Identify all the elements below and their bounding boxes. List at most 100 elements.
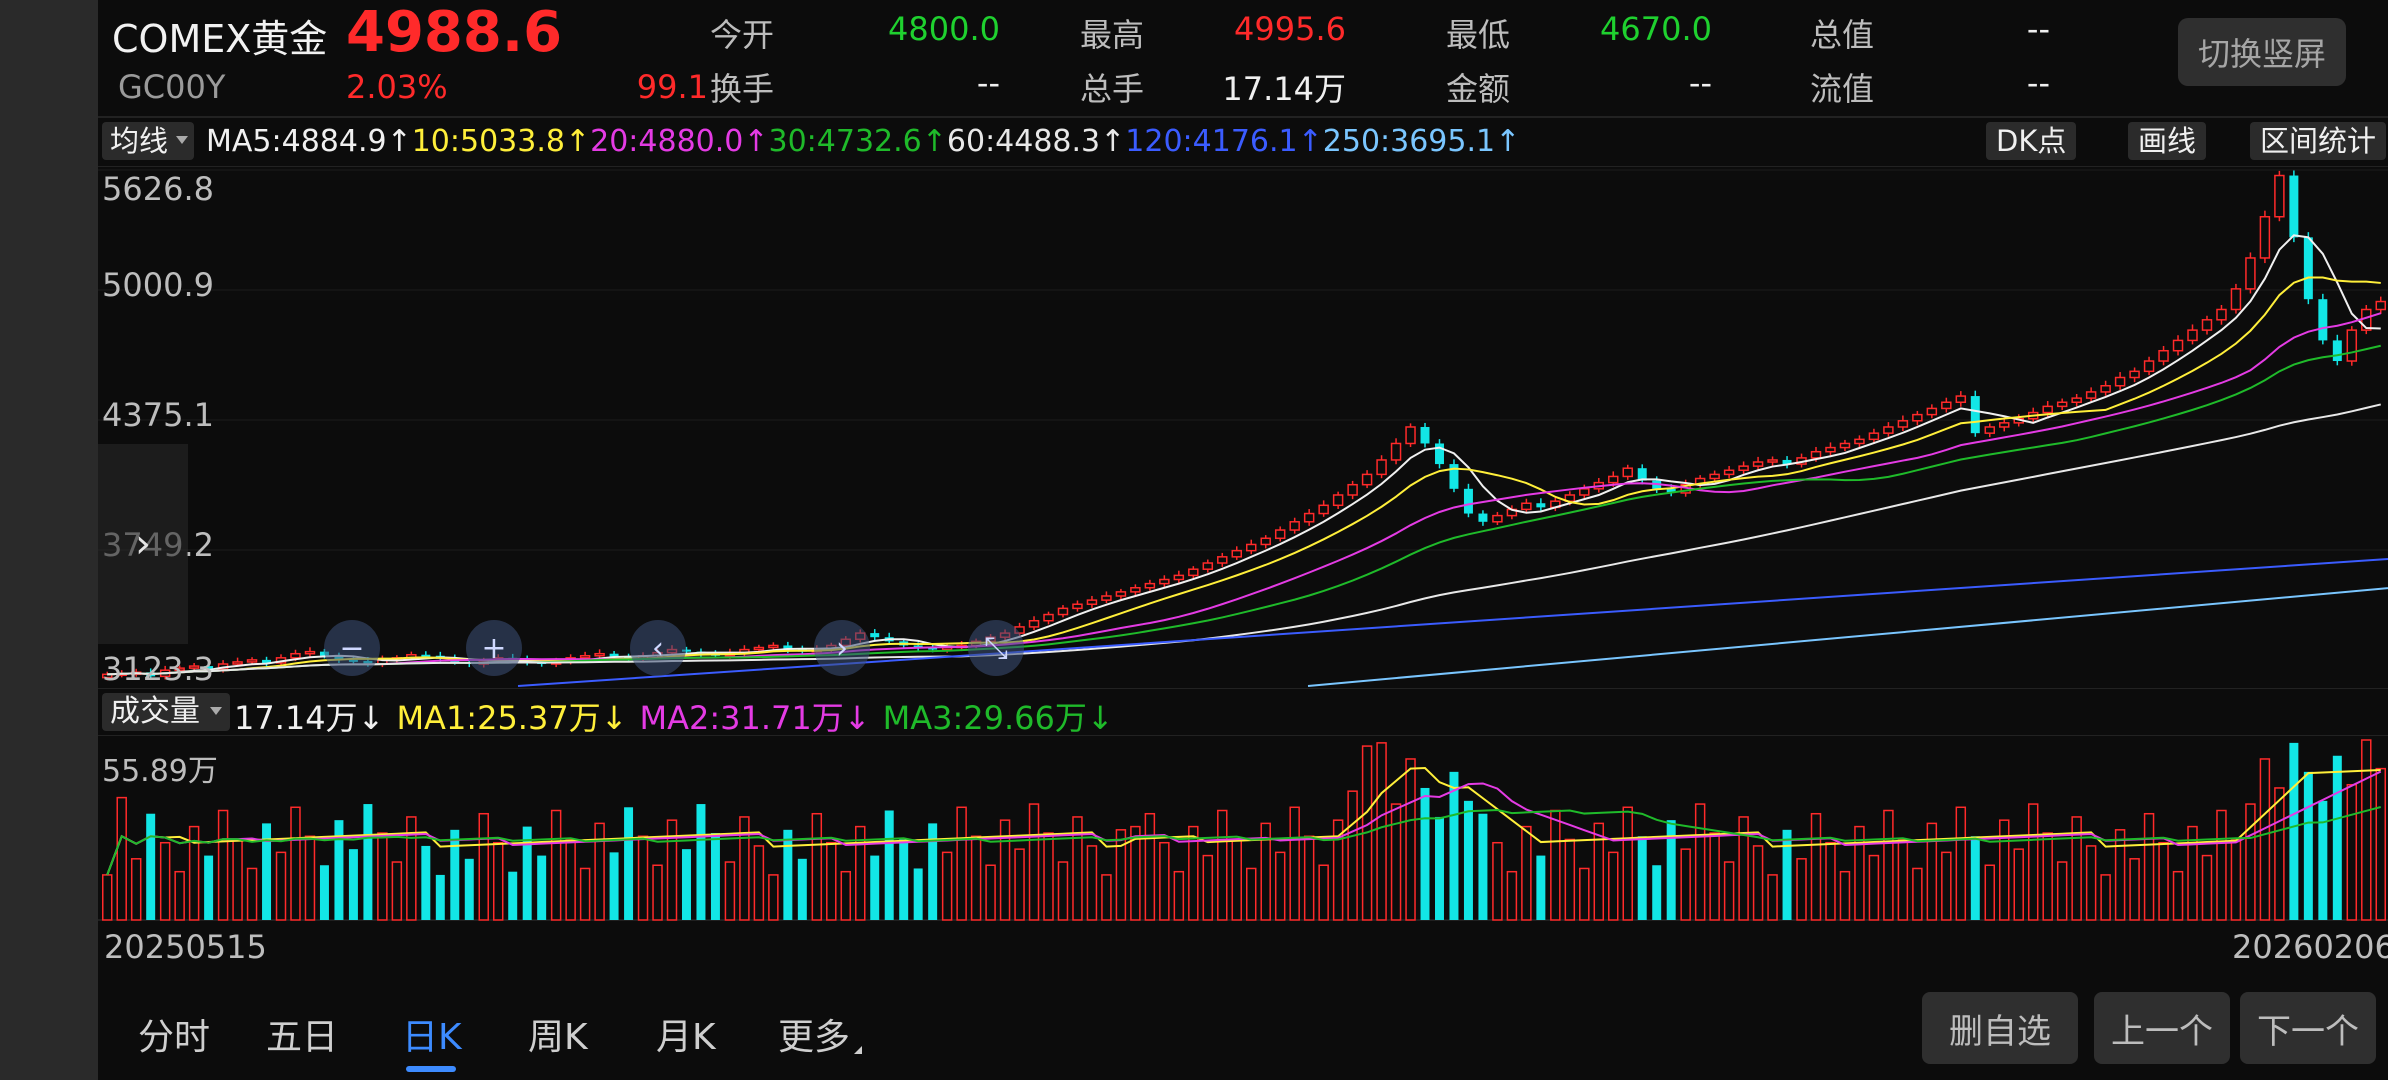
volume-bar [508, 871, 518, 920]
candle [1159, 575, 1170, 588]
volume-bar [2303, 771, 2313, 920]
chevron-left-icon[interactable]: ‹ [630, 620, 686, 676]
stat-value: -- [976, 64, 1000, 102]
volume-select[interactable]: 成交量 [102, 693, 230, 731]
volume-bar [2071, 816, 2082, 921]
volume-bar [855, 825, 866, 921]
volume-bar [1666, 820, 1676, 920]
volume-bar [377, 832, 388, 921]
volume-bar [724, 861, 736, 921]
stat-value: -- [2026, 64, 2050, 102]
volume-bar [1202, 854, 1214, 921]
volume-bar [450, 829, 460, 920]
volume-bar [1144, 812, 1156, 921]
zoom-in-icon[interactable]: + [466, 620, 522, 676]
volume-bar [941, 851, 953, 921]
candle [1694, 475, 1706, 489]
stat-value: -- [1688, 64, 1712, 102]
tab-weekly-k[interactable]: 周K [528, 1017, 588, 1058]
candle [1130, 584, 1141, 596]
range-stats-button[interactable]: 区间统计 [2250, 122, 2387, 160]
volume-bar [2114, 829, 2126, 921]
candle [188, 663, 200, 671]
volume-bar [1405, 758, 1416, 921]
volume-bar [2346, 783, 2358, 921]
volume-bar [1652, 865, 1662, 920]
ma-line [107, 403, 2381, 676]
volume-bar [797, 858, 807, 920]
volume-bar [1057, 861, 1069, 921]
stat-label: 最低 [1446, 16, 1511, 54]
draw-line-button[interactable]: 画线 [2128, 122, 2207, 160]
candle [1897, 415, 1909, 432]
volume-bar [146, 813, 156, 920]
next-button[interactable]: 下一个 [2240, 992, 2376, 1064]
candle [1637, 464, 1647, 485]
volume-bar [1897, 838, 1909, 921]
stat-value: 17.14万 [1222, 70, 1346, 108]
volume-bar [739, 816, 750, 921]
collapse-icon[interactable]: ⤡ [968, 620, 1024, 676]
volume-bar [2056, 861, 2068, 921]
volume-bar [970, 835, 982, 921]
volume-bar [2361, 739, 2372, 921]
volume-bar [2027, 803, 2039, 921]
volume-bar [1550, 809, 1561, 921]
candle [1622, 464, 1633, 480]
volume-bar [696, 804, 706, 920]
candle [2375, 296, 2386, 314]
candle [2230, 283, 2242, 314]
volume-bar [1420, 787, 1430, 920]
volume-max-label: 55.89万 [102, 754, 218, 789]
volume-bar [159, 841, 171, 921]
previous-button[interactable]: 上一个 [2094, 992, 2230, 1064]
tab-five-day[interactable]: 五日 [266, 1017, 339, 1058]
candle [2201, 315, 2213, 335]
ma-select-label: 均线 [110, 124, 169, 158]
expand-left-arrow[interactable]: › [98, 444, 188, 644]
volume-bar [1463, 800, 1473, 920]
candle [1043, 611, 1054, 625]
zoom-out-icon[interactable]: − [324, 620, 380, 676]
volume-bar [2100, 874, 2111, 921]
volume-bar [1825, 841, 1836, 921]
stat-2: 最低 4670.0 [1446, 10, 1712, 54]
volume-bar [1449, 771, 1459, 920]
candle [2100, 380, 2111, 396]
volume-bar [334, 820, 344, 920]
candle [1028, 616, 1040, 631]
volume-bar [1130, 825, 1141, 921]
ma-select[interactable]: 均线 [102, 122, 195, 160]
volume-bar [1347, 790, 1358, 921]
volume-bar [2259, 758, 2271, 921]
candle [2085, 387, 2097, 403]
dropdown-icon [176, 136, 189, 144]
dk-button-label: DK点 [1996, 124, 2067, 158]
candle [2303, 232, 2313, 305]
volume-bar [130, 858, 142, 921]
volume-bar [1622, 806, 1633, 921]
kline-app: COMEX黄金 GC00Y 4988.6 2.03% 99.1 今开 4800.0… [98, 0, 2388, 1080]
volume-bar [783, 829, 793, 920]
tab-daily-k[interactable]: 日K [402, 1017, 462, 1058]
kline-chart[interactable] [98, 0, 2388, 1080]
volume-bar [2245, 803, 2256, 921]
candle [1289, 517, 1300, 534]
stat-value: -- [2026, 10, 2050, 48]
dk-button[interactable]: DK点 [1986, 122, 2077, 160]
volume-bar [348, 849, 358, 920]
tab-more[interactable]: 更多 [778, 1017, 851, 1058]
tab-intraday[interactable]: 分时 [138, 1017, 211, 1058]
chevron-right-icon[interactable]: › [814, 620, 870, 676]
switch-portrait-button[interactable]: 切换竖屏 [2178, 18, 2346, 86]
volume-bar [1926, 822, 1938, 921]
y-label: 5000.9 [102, 266, 214, 304]
volume-bar [1723, 861, 1735, 921]
volume-bar [204, 855, 214, 920]
tab-monthly-k[interactable]: 月K [656, 1017, 716, 1058]
ma-value-1: 10:5033.8↑ [411, 124, 591, 159]
remove-favorite-button[interactable]: 删自选 [1922, 992, 2078, 1064]
volume-bar [1115, 829, 1127, 921]
candle [2129, 367, 2140, 383]
ma250-line [1307, 587, 2388, 687]
